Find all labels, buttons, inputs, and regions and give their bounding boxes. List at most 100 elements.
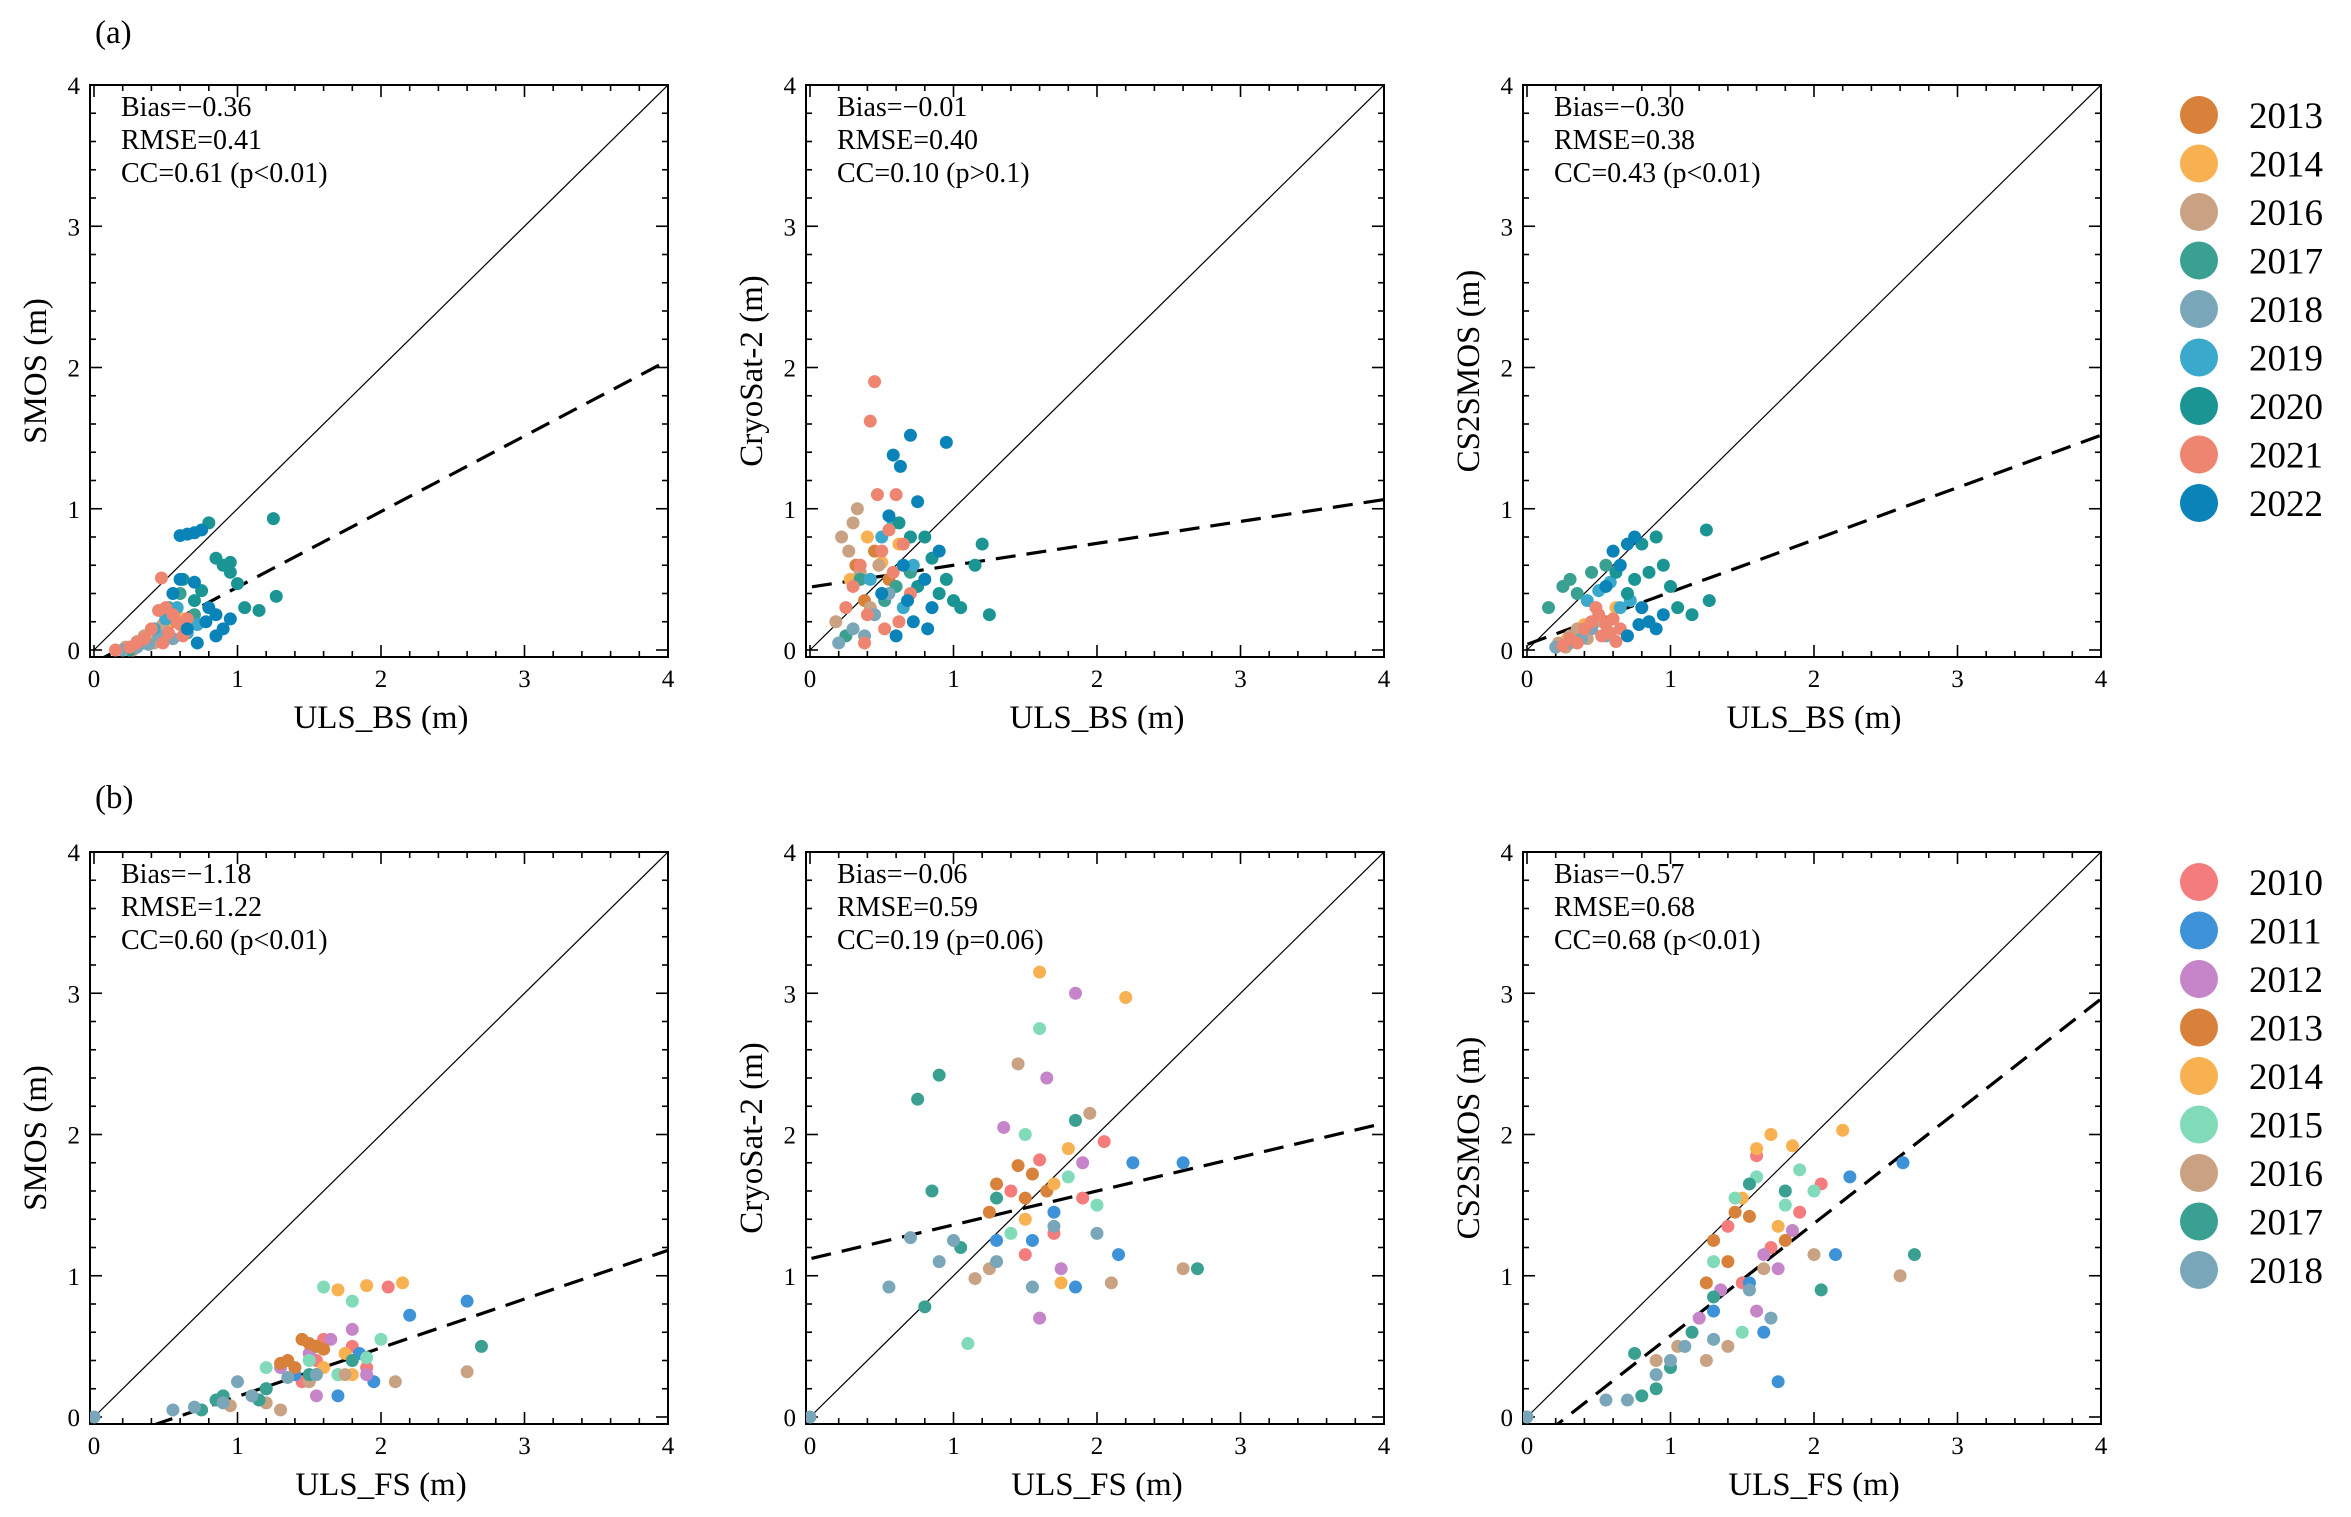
data-point-2015 [259, 1361, 273, 1375]
data-point-2021 [839, 601, 853, 615]
data-point-2020 [231, 577, 244, 591]
panel-label-b: (b) [95, 780, 133, 816]
x-tick-label: 4 [662, 666, 675, 693]
data-point-2019 [906, 558, 920, 572]
x-tick-label: 3 [1234, 1433, 1247, 1460]
panel-b-3: 0 1 2 3 4 0 1 2 3 4 ULS_FS (m) CS2SMOS (m) Bias=−0.5… [1451, 840, 2108, 1503]
legend-label-2014: 2014 [2249, 145, 2323, 186]
data-point-2012 [1068, 986, 1082, 1000]
panel-b-1: 0 1 2 3 4 0 1 2 3 4 ULS_FS (m) SMOS (m) Bias=−1.18RM… [18, 840, 675, 1503]
data-point-2014 [1061, 1142, 1075, 1156]
stat-line: RMSE=0.41 [121, 125, 262, 156]
data-point-2017 [932, 1068, 946, 1082]
x-tick-label: 1 [947, 666, 960, 693]
data-point-2020 [223, 555, 237, 569]
y-tick-label: 0 [68, 638, 81, 665]
data-point-2016 [1721, 1339, 1735, 1353]
data-point-2021 [1556, 639, 1570, 653]
data-point-2010 [1018, 1248, 1032, 1262]
data-point-2018 [990, 1255, 1004, 1269]
data-point-2022 [1613, 558, 1627, 572]
data-point-2022 [918, 572, 932, 586]
x-tick-label: 0 [88, 1433, 101, 1460]
legend-label-2016: 2016 [2249, 1154, 2323, 1195]
x-tick-label: 4 [662, 1433, 675, 1460]
stat-line: RMSE=0.38 [1554, 125, 1695, 156]
y-tick-label: 0 [1501, 638, 1514, 665]
data-point-2020 [1685, 608, 1699, 622]
y-tick-label: 1 [68, 497, 81, 524]
data-point-2021 [863, 414, 877, 428]
data-point-2010 [1097, 1135, 1111, 1149]
data-point-2015 [1728, 1191, 1742, 1205]
y-tick-label: 1 [68, 1264, 81, 1291]
y-tick-label: 3 [68, 214, 81, 241]
y-tick-label: 3 [1501, 214, 1514, 241]
legend-label-2015: 2015 [2249, 1106, 2323, 1147]
y-tick-label: 4 [1501, 840, 1514, 867]
data-point-2016 [835, 530, 849, 544]
data-point-2018 [882, 1280, 896, 1294]
data-point-2014 [331, 1283, 345, 1297]
data-point-2018 [932, 1255, 946, 1269]
data-point-2016 [1893, 1269, 1907, 1283]
data-points [829, 375, 996, 650]
data-point-2017 [1742, 1177, 1756, 1191]
legend-marker-2017 [2180, 241, 2218, 280]
data-points [1542, 523, 1716, 654]
y-axis-label: CryoSat-2 (m) [734, 275, 770, 467]
y-tick-label: 2 [784, 1123, 797, 1150]
y-tick-label: 1 [784, 497, 797, 524]
panel-b-2: 0 1 2 3 4 0 1 2 3 4 ULS_FS (m) CryoSat-2 (m) Bias=−0… [734, 840, 1391, 1503]
data-point-2020 [1664, 579, 1677, 593]
x-tick-label: 4 [1378, 1433, 1391, 1460]
legend-label-2010: 2010 [2249, 863, 2323, 904]
legend-label-2017: 2017 [2249, 242, 2323, 283]
data-point-2011 [1829, 1248, 1843, 1262]
data-point-2021 [162, 626, 176, 640]
data-point-2012 [1757, 1248, 1771, 1262]
data-point-2011 [1068, 1280, 1082, 1294]
data-point-2021 [1589, 601, 1603, 615]
legend-marker-2012 [2180, 960, 2218, 998]
y-tick-label: 2 [1501, 1123, 1514, 1150]
y-tick-label: 2 [784, 356, 797, 383]
data-point-2022 [1606, 544, 1620, 558]
data-point-2018 [1664, 1354, 1677, 1367]
legend-marker-2022 [2180, 484, 2218, 522]
data-point-2021 [860, 608, 874, 622]
y-tick-label: 3 [68, 981, 81, 1008]
plot-frame [1522, 851, 2102, 1425]
data-point-2017 [1570, 587, 1584, 600]
x-tick-label: 4 [1378, 666, 1391, 693]
data-point-2018 [166, 1403, 180, 1417]
data-point-2016 [846, 516, 860, 530]
data-point-2017 [1628, 1346, 1642, 1360]
data-point-2011 [1112, 1248, 1126, 1262]
data-point-2018 [1678, 1339, 1692, 1353]
axis-ticks [1523, 851, 2102, 1424]
data-point-2015 [1778, 1198, 1792, 1212]
data-point-2013 [1025, 1167, 1039, 1181]
x-axis-label: ULS_BS (m) [293, 700, 468, 736]
legend-label-2013: 2013 [2249, 96, 2323, 137]
legend-marker-2019 [2180, 338, 2218, 377]
legend-label-2013: 2013 [2249, 1009, 2323, 1050]
data-point-2016 [1699, 1354, 1713, 1367]
data-point-2018 [846, 622, 860, 636]
stat-line: RMSE=1.22 [121, 892, 262, 923]
x-tick-label: 2 [1091, 666, 1104, 693]
data-point-2021 [853, 558, 867, 572]
data-point-2021 [180, 612, 194, 626]
y-tick-label: 2 [68, 356, 81, 383]
data-point-2021 [892, 615, 906, 629]
legend-label-2016: 2016 [2249, 193, 2323, 234]
stat-line: Bias=−0.36 [121, 92, 251, 123]
legend-label-2019: 2019 [2249, 339, 2323, 380]
x-tick-label: 3 [1951, 1433, 1964, 1460]
data-point-2022 [932, 544, 946, 558]
data-point-2022 [896, 558, 910, 572]
data-point-2020 [1642, 565, 1656, 579]
data-point-2020 [1671, 601, 1685, 615]
